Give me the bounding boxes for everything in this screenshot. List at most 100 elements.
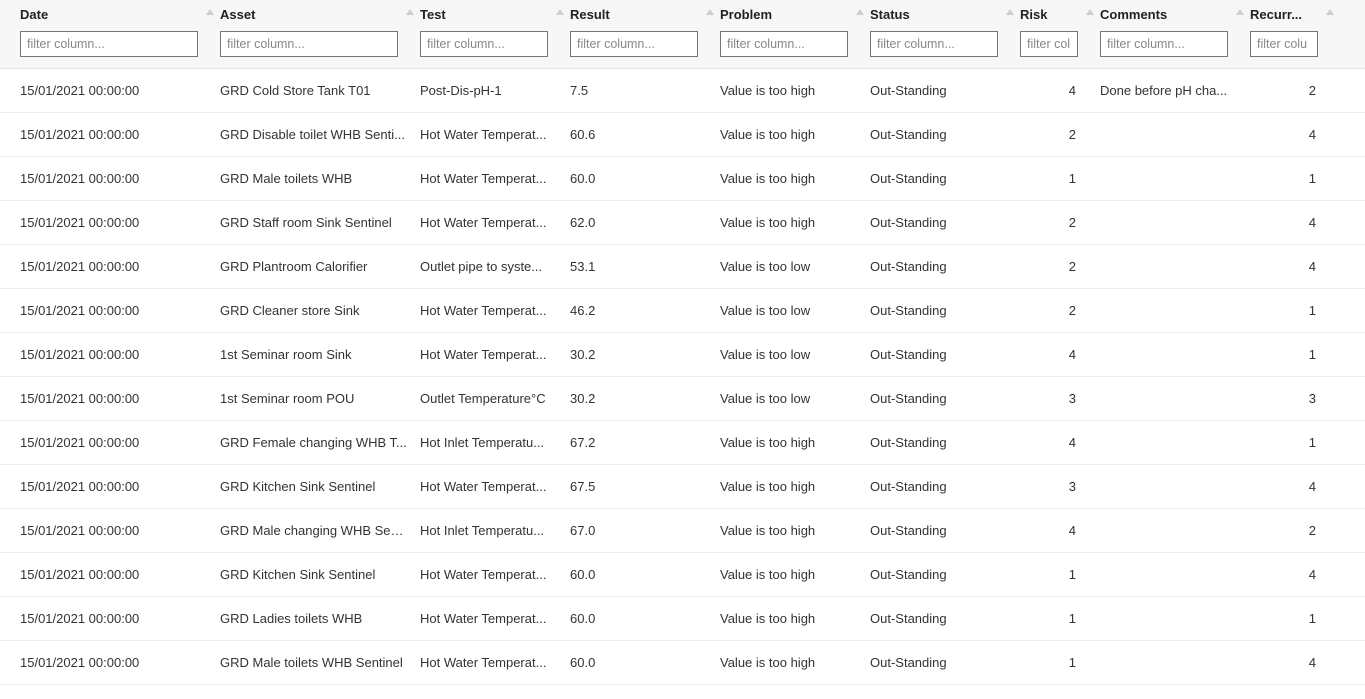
cell-risk: 3 — [1020, 391, 1100, 406]
cell-status: Out-Standing — [870, 435, 1020, 450]
cell-date: 15/01/2021 00:00:00 — [20, 435, 220, 450]
cell-problem: Value is too low — [720, 303, 870, 318]
sort-asc-icon[interactable] — [206, 9, 214, 15]
column-header-test[interactable]: Test — [420, 7, 570, 22]
sort-asc-icon[interactable] — [856, 9, 864, 15]
cell-problem: Value is too high — [720, 83, 870, 98]
column-header-date[interactable]: Date — [20, 7, 220, 22]
cell-result: 7.5 — [570, 83, 720, 98]
column-header-risk[interactable]: Risk — [1020, 7, 1100, 22]
cell-test: Hot Water Temperat... — [420, 171, 570, 186]
sort-asc-icon[interactable] — [706, 9, 714, 15]
column-filter-cell-comments — [1100, 31, 1250, 57]
cell-test: Hot Water Temperat... — [420, 479, 570, 494]
filter-input-test[interactable] — [420, 31, 548, 57]
cell-risk: 1 — [1020, 171, 1100, 186]
cell-asset: GRD Kitchen Sink Sentinel — [220, 479, 420, 494]
sort-asc-icon[interactable] — [1326, 9, 1334, 15]
filter-input-status[interactable] — [870, 31, 998, 57]
table-row[interactable]: 15/01/2021 00:00:00GRD Ladies toilets WH… — [0, 597, 1365, 641]
cell-test: Hot Water Temperat... — [420, 611, 570, 626]
filter-input-asset[interactable] — [220, 31, 398, 57]
table-header: DateAsset TestResultProblem Status RiskComm… — [0, 0, 1365, 69]
column-header-recurr[interactable]: Recurr... — [1250, 7, 1340, 22]
column-filter-cell-status — [870, 31, 1020, 57]
column-header-status[interactable]: Status — [870, 7, 1020, 22]
column-header-problem[interactable]: Problem — [720, 7, 870, 22]
cell-status: Out-Standing — [870, 523, 1020, 538]
cell-test: Hot Water Temperat... — [420, 567, 570, 582]
table-row[interactable]: 15/01/2021 00:00:00GRD Kitchen Sink Sent… — [0, 553, 1365, 597]
table-row[interactable]: 15/01/2021 00:00:00GRD Cold Store Tank T… — [0, 69, 1365, 113]
cell-asset: GRD Kitchen Sink Sentinel — [220, 567, 420, 582]
table-row[interactable]: 15/01/2021 00:00:00GRD Male changing WHB… — [0, 509, 1365, 553]
cell-recurr: 4 — [1250, 479, 1340, 494]
cell-recurr: 2 — [1250, 523, 1340, 538]
data-table: DateAsset TestResultProblem Status RiskComm… — [0, 0, 1365, 685]
cell-test: Hot Water Temperat... — [420, 655, 570, 670]
cell-status: Out-Standing — [870, 303, 1020, 318]
cell-problem: Value is too high — [720, 435, 870, 450]
table-row[interactable]: 15/01/2021 00:00:00GRD Cleaner store Sin… — [0, 289, 1365, 333]
sort-asc-icon[interactable] — [1006, 9, 1014, 15]
cell-recurr: 1 — [1250, 171, 1340, 186]
cell-date: 15/01/2021 00:00:00 — [20, 523, 220, 538]
table-row[interactable]: 15/01/2021 00:00:00GRD Staff room Sink S… — [0, 201, 1365, 245]
table-row[interactable]: 15/01/2021 00:00:001st Seminar room POUO… — [0, 377, 1365, 421]
column-header-label: Asset — [220, 7, 255, 22]
column-header-asset[interactable]: Asset — [220, 7, 420, 22]
table-row[interactable]: 15/01/2021 00:00:00GRD Disable toilet WH… — [0, 113, 1365, 157]
cell-recurr: 2 — [1250, 83, 1340, 98]
cell-status: Out-Standing — [870, 127, 1020, 142]
cell-asset: GRD Staff room Sink Sentinel — [220, 215, 420, 230]
cell-problem: Value is too high — [720, 127, 870, 142]
cell-risk: 3 — [1020, 479, 1100, 494]
filter-input-risk[interactable] — [1020, 31, 1078, 57]
filter-input-date[interactable] — [20, 31, 198, 57]
cell-recurr: 4 — [1250, 655, 1340, 670]
column-header-result[interactable]: Result — [570, 7, 720, 22]
cell-date: 15/01/2021 00:00:00 — [20, 171, 220, 186]
cell-result: 60.0 — [570, 171, 720, 186]
table-row[interactable]: 15/01/2021 00:00:00GRD Male toilets WHB … — [0, 641, 1365, 685]
filter-input-recurr[interactable] — [1250, 31, 1318, 57]
column-header-label: Recurr... — [1250, 7, 1302, 22]
column-header-label: Problem — [720, 7, 772, 22]
cell-recurr: 1 — [1250, 303, 1340, 318]
table-row[interactable]: 15/01/2021 00:00:00GRD Male toilets WHBH… — [0, 157, 1365, 201]
cell-date: 15/01/2021 00:00:00 — [20, 215, 220, 230]
sort-asc-icon[interactable] — [1086, 9, 1094, 15]
filter-input-problem[interactable] — [720, 31, 848, 57]
table-row[interactable]: 15/01/2021 00:00:001st Seminar room Sink… — [0, 333, 1365, 377]
sort-asc-icon[interactable] — [406, 9, 414, 15]
cell-result: 30.2 — [570, 391, 720, 406]
column-filter-cell-asset — [220, 31, 420, 57]
cell-asset: GRD Female changing WHB T... — [220, 435, 420, 450]
cell-status: Out-Standing — [870, 83, 1020, 98]
column-header-label: Status — [870, 7, 910, 22]
cell-date: 15/01/2021 00:00:00 — [20, 259, 220, 274]
cell-result: 67.2 — [570, 435, 720, 450]
cell-asset: GRD Cleaner store Sink — [220, 303, 420, 318]
table-row[interactable]: 15/01/2021 00:00:00GRD Kitchen Sink Sent… — [0, 465, 1365, 509]
cell-test: Hot Water Temperat... — [420, 347, 570, 362]
cell-recurr: 4 — [1250, 215, 1340, 230]
sort-asc-icon[interactable] — [556, 9, 564, 15]
cell-asset: 1st Seminar room Sink — [220, 347, 420, 362]
cell-date: 15/01/2021 00:00:00 — [20, 303, 220, 318]
cell-test: Post-Dis-pH-1 — [420, 83, 570, 98]
cell-asset: GRD Disable toilet WHB Senti... — [220, 127, 420, 142]
table-row[interactable]: 15/01/2021 00:00:00GRD Female changing W… — [0, 421, 1365, 465]
filter-input-comments[interactable] — [1100, 31, 1228, 57]
cell-test: Hot Inlet Temperatu... — [420, 523, 570, 538]
cell-risk: 1 — [1020, 655, 1100, 670]
cell-status: Out-Standing — [870, 259, 1020, 274]
table-row[interactable]: 15/01/2021 00:00:00GRD Plantroom Calorif… — [0, 245, 1365, 289]
sort-asc-icon[interactable] — [1236, 9, 1244, 15]
column-header-comments[interactable]: Comments — [1100, 7, 1250, 22]
filter-input-result[interactable] — [570, 31, 698, 57]
cell-test: Hot Inlet Temperatu... — [420, 435, 570, 450]
column-filter-cell-test — [420, 31, 570, 57]
cell-asset: GRD Cold Store Tank T01 — [220, 83, 420, 98]
cell-test: Hot Water Temperat... — [420, 303, 570, 318]
